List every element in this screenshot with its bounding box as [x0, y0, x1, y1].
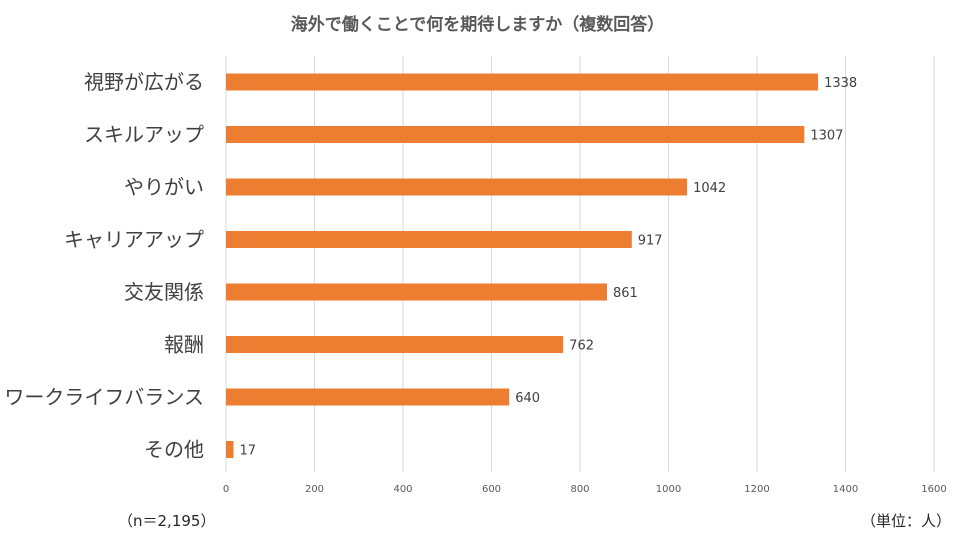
x-tick-label: 600 [482, 484, 501, 495]
x-tick-label: 1400 [833, 484, 858, 495]
category-label: 報酬 [164, 333, 204, 357]
category-label: スキルアップ [84, 123, 204, 147]
bar [226, 126, 805, 143]
x-tick-label: 1600 [921, 484, 946, 495]
data-label: 762 [569, 339, 594, 354]
category-label: キャリアアップ [64, 228, 204, 252]
chart-title: 海外で働くことで何を期待しますか（複数回答） [290, 15, 665, 35]
x-tick-label: 200 [305, 484, 324, 495]
bar [226, 388, 510, 406]
x-tick-label: 0 [223, 484, 229, 495]
data-label: 1338 [824, 76, 857, 91]
bar [226, 73, 819, 91]
category-label: その他 [144, 438, 204, 462]
x-tick-label: 1000 [656, 484, 681, 495]
bar [226, 231, 632, 248]
bar [226, 441, 234, 458]
data-label: 17 [240, 444, 257, 459]
x-tick-label: 1200 [744, 484, 769, 495]
data-label: 1042 [693, 181, 726, 196]
data-label: 640 [515, 391, 540, 406]
bar [226, 283, 607, 301]
data-label: 1307 [810, 129, 843, 144]
sample-size-note: （n＝2,195） [118, 512, 216, 530]
unit-note: （単位：人） [860, 512, 951, 530]
category-label: 視野が広がる [84, 70, 204, 94]
category-label: ワークライフバランス [4, 385, 204, 409]
data-label: 861 [613, 286, 638, 301]
x-tick-label: 400 [393, 484, 412, 495]
category-label: 交友関係 [124, 280, 204, 304]
bar [226, 336, 564, 353]
data-label: 917 [638, 234, 663, 249]
category-label: やりがい [124, 175, 204, 199]
bar [226, 178, 688, 196]
x-tick-label: 800 [570, 484, 589, 495]
